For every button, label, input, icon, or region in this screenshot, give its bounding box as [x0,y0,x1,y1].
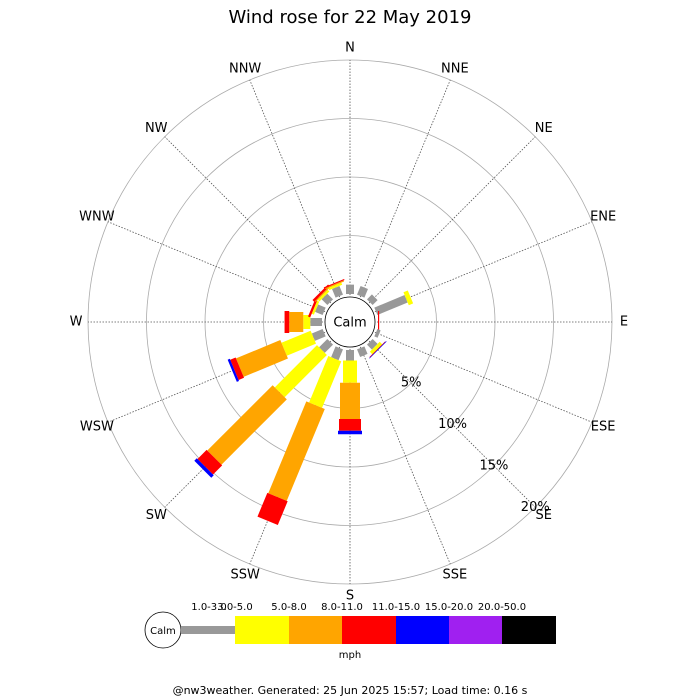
footer: @nw3weather. Generated: 25 Jun 2025 15:5… [173,684,528,697]
bar-segment [343,360,357,383]
bar-segment [340,382,360,420]
direction-label: SSE [442,568,467,583]
bar-segment [346,350,354,361]
legend-label: 5.0-8.0 [271,602,306,613]
direction-label: W [70,315,83,330]
legend-swatch [342,616,396,644]
bar-segment [317,289,330,302]
bar-segment [315,304,326,315]
bar-segment [328,282,343,291]
legend-swatch [502,616,556,644]
legend-swatch [289,616,342,644]
chart-title: Wind rose for 22 May 2019 [229,7,472,28]
r-tick-label: 20% [521,500,550,515]
legend-swatch [449,616,502,644]
legend-swatch [235,616,289,644]
bar-segment [378,311,380,333]
bar-segment [366,338,378,350]
bar-segment [281,330,316,356]
bar-segment [309,356,342,408]
bar-segment [284,311,290,333]
legend-calm-label: Calm [150,626,176,637]
legend-label: 3.0-5.0 [217,602,252,613]
direction-label: WNW [79,210,115,225]
bar-segment [194,458,214,478]
bar-segment [312,284,330,302]
direction-label: N [345,41,355,56]
bar-segment [311,300,320,315]
bar-segment [289,312,304,332]
bar-segment [321,293,334,306]
bar-segment [331,346,343,361]
labels: 5% 10% 15% 20% N NNE NE ENE E ESE SE SSE S SSW SW WSW W W… [70,41,629,604]
bar-segment [339,419,361,431]
bar-segment [332,285,343,298]
r-tick-label: 15% [479,458,508,473]
direction-label: ESE [591,419,616,434]
legend-label: 1.0-3.0 [191,602,226,613]
legend-label: 8.0-11.0 [321,602,363,613]
ring [146,118,554,526]
bar-segment [197,449,223,475]
bar-segment [274,345,327,398]
legend-unit: mph [339,650,361,661]
legend-label: 20.0-50.0 [478,602,526,613]
bar-segment [369,341,383,355]
direction-label: SE [536,508,552,523]
bar-segment [303,315,311,329]
bar-segment [369,341,386,358]
bar-segment [369,341,387,359]
legend: Calm 1.0-3.03.0-5.0 5.0-8.0 8.0-11.0 11.0-15… [144,602,556,661]
calm-label: Calm [333,316,366,331]
bar-segment [310,318,322,326]
bar-segment [338,430,362,435]
bar-segment [268,401,325,501]
bar-segment [357,346,368,357]
legend-label: 15.0-20.0 [425,602,473,613]
calm-circle [324,296,376,348]
bar-segment [325,280,345,290]
direction-label: SW [146,508,167,523]
direction-label: S [346,589,354,604]
bar-segment [357,285,368,298]
legend-label: 11.0-15.0 [372,602,420,613]
legend-swatch [396,616,449,644]
bar-segment [346,284,354,294]
legend-swatch [181,626,235,634]
r-tick-label: 5% [401,376,422,391]
direction-label: NNW [229,61,261,76]
r-tick-label: 10% [438,417,467,432]
direction-label: NW [145,121,168,136]
bar-segment [374,329,381,338]
direction-label: SSW [230,568,260,583]
bar-segment [311,329,326,341]
bar-segment [314,286,330,302]
bar-segment [323,278,345,289]
bar-segment [257,492,288,526]
bars [194,278,416,526]
bar-segment [374,295,408,315]
bar-segment [319,338,334,353]
bar-segment [235,340,288,377]
direction-label: NE [535,121,553,136]
bar-segment [230,357,245,381]
bar-segment [207,385,287,465]
direction-label: NNE [441,61,469,76]
bar-segment [366,294,378,306]
bar-segment [403,290,414,306]
direction-label: E [620,315,628,330]
bar-segment [227,358,240,382]
direction-label: WSW [80,419,114,434]
direction-label: ENE [590,210,616,225]
